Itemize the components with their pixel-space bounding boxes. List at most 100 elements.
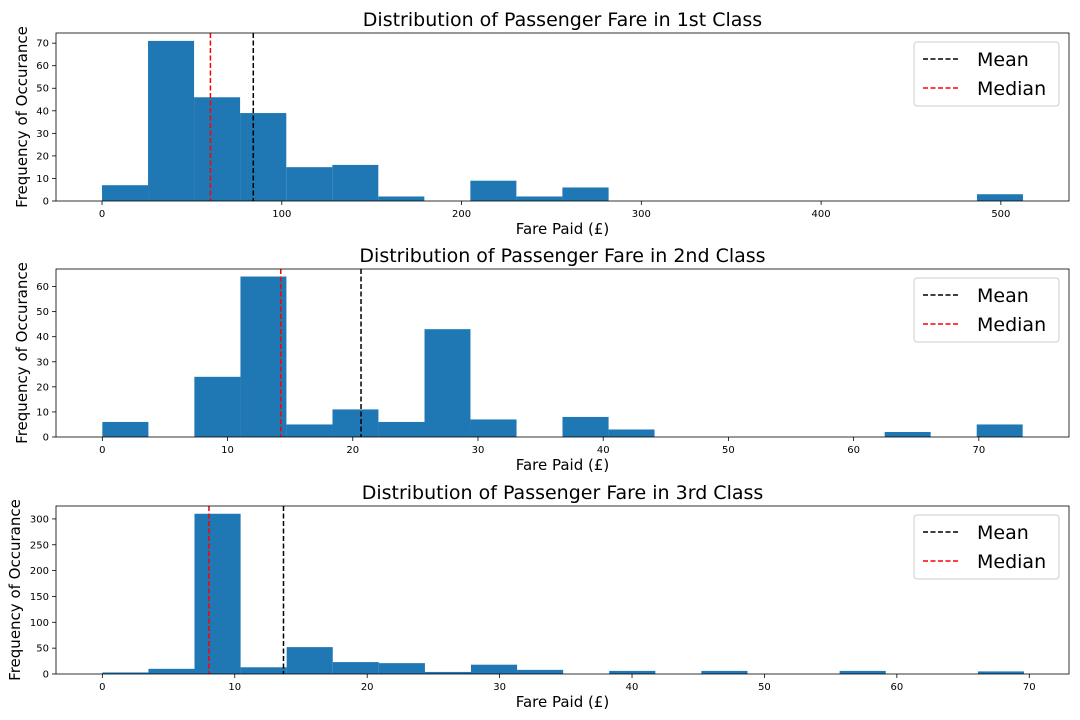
histogram-bar (976, 424, 1023, 437)
y-tick-label: 50 (36, 644, 49, 655)
chart-panel-3: 0 10 20 30 40 50 60 70 0 50 100 150 200 250 300 Distrib… (6, 482, 1070, 711)
legend-box (913, 41, 1060, 107)
y-tick-label: 150 (30, 592, 49, 603)
y-tick-label: 40 (36, 332, 49, 343)
histogram-bar (148, 40, 195, 202)
histogram-bar (332, 409, 379, 437)
histogram-bar (424, 671, 471, 674)
histogram-bar (608, 429, 655, 437)
legend-median-label: Median (977, 78, 1046, 100)
y-tick-label: 50 (36, 307, 49, 318)
y-tick-label: 200 (30, 566, 49, 577)
x-tick-label: 500 (991, 209, 1010, 220)
histogram-bar (194, 376, 241, 437)
y-tick-label: 30 (36, 357, 49, 368)
histogram-bar (286, 647, 333, 674)
histogram-bar (517, 669, 564, 674)
x-tick-label: 50 (722, 445, 735, 456)
x-tick-label: 200 (452, 209, 471, 220)
x-tick-label: 10 (228, 682, 241, 693)
y-tick-label: 60 (36, 61, 49, 72)
y-tick-label: 10 (36, 407, 49, 418)
legend: Mean Median (913, 514, 1060, 580)
x-axis-label: Fare Paid (£) (516, 693, 610, 711)
histogram-bar (609, 670, 656, 674)
legend-box (913, 514, 1060, 580)
chart-panel-2: 0 10 20 30 40 50 60 70 0 10 20 30 40 50 60 Distribution… (13, 245, 1070, 474)
histogram-bar (884, 431, 931, 437)
x-tick-label: 70 (1023, 682, 1036, 693)
y-tick-label: 50 (36, 84, 49, 95)
legend: Mean Median (913, 277, 1060, 343)
x-tick-label: 10 (221, 445, 234, 456)
x-tick-label: 30 (493, 682, 506, 693)
x-tick-label: 0 (99, 209, 105, 220)
y-tick-label: 300 (30, 514, 49, 525)
legend-mean-label: Mean (977, 49, 1029, 71)
histogram-bar (194, 97, 241, 201)
x-tick-label: 60 (847, 445, 860, 456)
x-tick-label: 60 (890, 682, 903, 693)
y-tick-label: 20 (36, 151, 49, 162)
x-tick-label: 40 (597, 445, 610, 456)
y-tick-label: 0 (43, 433, 49, 444)
chart-title: Distribution of Passenger Fare in 3rd Cl… (362, 482, 764, 504)
y-axis-label: Frequency of Occurance (13, 262, 31, 444)
x-tick-label: 0 (99, 682, 105, 693)
x-tick-label: 30 (472, 445, 485, 456)
histogram-bar (701, 670, 748, 674)
y-tick-label: 40 (36, 106, 49, 117)
histogram-bar (516, 196, 563, 201)
y-axis-label: Frequency of Occurance (6, 499, 24, 681)
legend: Mean Median (913, 41, 1060, 107)
x-tick-label: 50 (758, 682, 771, 693)
histogram-bar (332, 164, 379, 201)
x-tick-label: 100 (272, 209, 291, 220)
x-tick-label: 70 (972, 445, 985, 456)
y-tick-label: 20 (36, 382, 49, 393)
histogram-bar (240, 276, 287, 437)
x-tick-label: 0 (99, 445, 105, 456)
histogram-bar (976, 194, 1023, 201)
histogram-bar (286, 167, 333, 201)
histogram-bar (378, 421, 425, 437)
x-tick-label: 300 (632, 209, 651, 220)
x-tick-label: 400 (812, 209, 831, 220)
histogram-bar (470, 664, 518, 674)
histogram-bar (378, 196, 425, 201)
chart-panel-1: 0 100 200 300 400 500 0 10 20 30 40 50 60 70 Distribut… (13, 9, 1070, 238)
y-tick-label: 70 (36, 39, 49, 50)
legend-mean-label: Mean (977, 522, 1029, 544)
x-tick-label: 20 (346, 445, 359, 456)
y-tick-label: 100 (30, 618, 49, 629)
histogram-bar (102, 672, 149, 674)
chart-title: Distribution of Passenger Fare in 2nd Cl… (359, 245, 765, 267)
x-tick-label: 20 (361, 682, 374, 693)
histogram-bar (839, 670, 886, 674)
chart-title: Distribution of Passenger Fare in 1st Cl… (363, 9, 762, 31)
histogram-bar (102, 421, 149, 437)
plot-frame (55, 268, 1070, 438)
histogram-bar (332, 662, 379, 674)
histogram-bar (194, 513, 241, 674)
histogram-bar (424, 329, 471, 437)
histogram-bar (470, 419, 517, 437)
histogram-bar (562, 416, 609, 437)
histogram-bar (286, 424, 333, 437)
y-tick-label: 0 (43, 670, 49, 681)
x-tick-label: 40 (626, 682, 639, 693)
y-tick-label: 60 (36, 282, 49, 293)
legend-box (913, 277, 1060, 343)
x-axis-label: Fare Paid (£) (516, 456, 610, 474)
y-tick-label: 0 (43, 197, 49, 208)
y-axis-label: Frequency of Occurance (13, 26, 31, 208)
legend-median-label: Median (977, 314, 1046, 336)
histogram-bar (470, 180, 517, 201)
histogram-bar (148, 668, 195, 674)
y-tick-label: 30 (36, 129, 49, 140)
y-tick-label: 10 (36, 174, 49, 185)
histogram-bar (240, 667, 287, 674)
legend-mean-label: Mean (977, 285, 1029, 307)
histogram-bar (977, 671, 1024, 674)
